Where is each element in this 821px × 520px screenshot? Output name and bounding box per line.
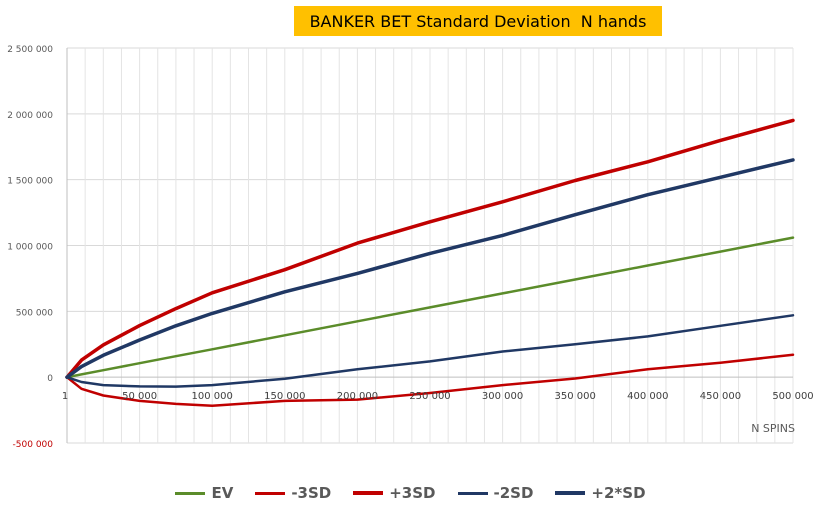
series-lines <box>65 118 795 407</box>
series-line-4 <box>65 158 795 379</box>
y-tick-label: 2 500 000 <box>7 45 53 55</box>
y-tick-label: 500 000 <box>16 308 53 318</box>
x-tick-label: 50 000 <box>122 391 157 402</box>
legend-swatch <box>457 491 488 495</box>
y-tick-label: 1 500 000 <box>7 177 53 187</box>
x-tick-label: 450 000 <box>700 391 741 402</box>
chart-legend: EV -3SD +3SD -2SD +2*SD <box>0 484 821 502</box>
series-line-2 <box>65 118 795 379</box>
y-tick-label: -500 000 <box>13 440 54 450</box>
series-line-3 <box>65 314 795 388</box>
x-tick-label: 100 000 <box>192 391 233 402</box>
y-tick-label: 2 000 000 <box>7 111 53 121</box>
legend-swatch <box>555 491 586 495</box>
x-tick-label: 350 000 <box>555 391 596 402</box>
legend-label: +2*SD <box>591 484 646 502</box>
y-tick-label: 1 000 000 <box>7 243 53 253</box>
legend-label: -2SD <box>493 484 534 502</box>
x-tick-label: 300 000 <box>482 391 523 402</box>
x-tick-label: 500 000 <box>772 391 813 402</box>
x-tick-label: 250 000 <box>409 391 450 402</box>
chart-title: BANKER BET Standard Deviation N hands <box>294 6 662 36</box>
legend-item: EV <box>175 484 233 502</box>
x-tick-label: 1 <box>62 391 68 402</box>
legend-swatch <box>175 491 206 495</box>
chart-area: -500 000 0 500 000 1 000 000 1 500 000 2 000 … <box>7 45 813 450</box>
x-tick-label: 200 000 <box>337 391 378 402</box>
x-tick-label: 150 000 <box>264 391 305 402</box>
legend-item: -2SD <box>457 484 534 502</box>
legend-item: +3SD <box>353 484 436 502</box>
tick-labels: -500 000 0 500 000 1 000 000 1 500 000 2 000 … <box>7 45 813 450</box>
x-tick-label: 400 000 <box>627 391 668 402</box>
legend-swatch <box>255 491 286 495</box>
grid-lines <box>67 47 794 444</box>
series-line-0 <box>65 236 795 379</box>
legend-item: +2*SD <box>555 484 646 502</box>
y-tick-label: 0 <box>47 374 53 384</box>
legend-label: +3SD <box>389 484 436 502</box>
legend-swatch <box>353 491 384 495</box>
legend-label: EV <box>211 484 234 502</box>
legend-item: -3SD <box>255 484 331 502</box>
legend-label: -3SD <box>291 484 332 502</box>
x-axis-label: N SPINS <box>751 422 795 435</box>
series-line-1 <box>65 353 795 407</box>
